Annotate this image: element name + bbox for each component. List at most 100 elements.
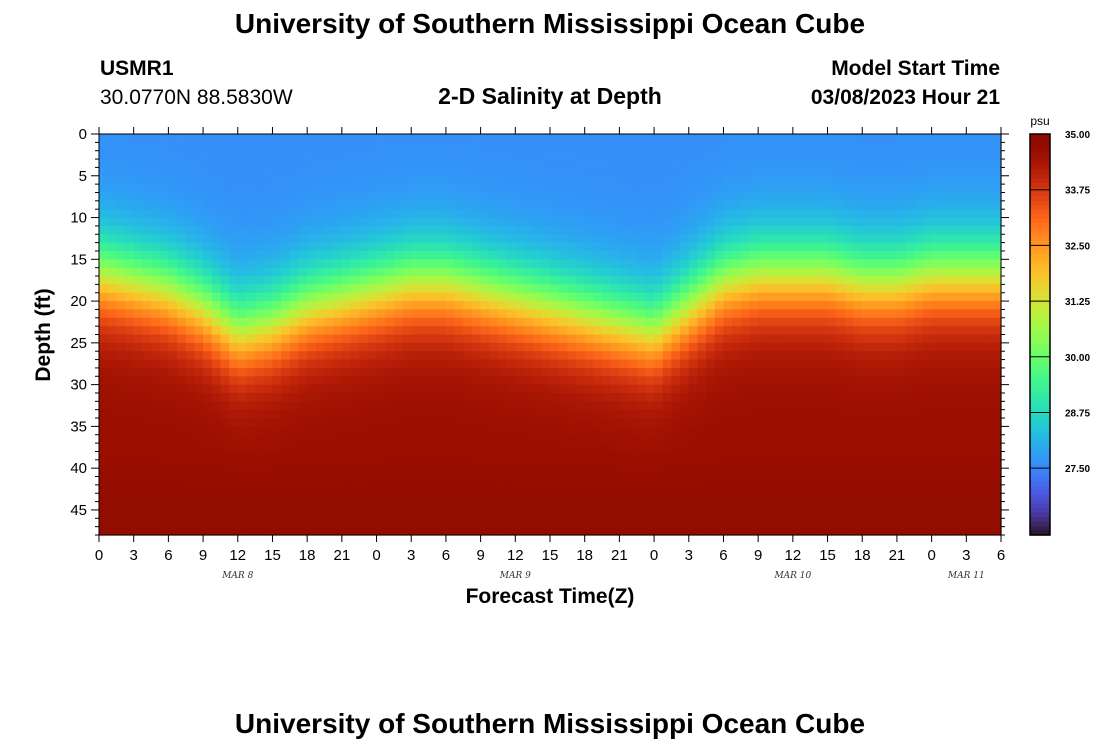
heatmap-cell <box>758 376 768 386</box>
heatmap-cell <box>393 267 404 277</box>
heatmap-cell <box>688 217 699 227</box>
heatmap-cell <box>576 418 586 427</box>
heatmap-cell <box>914 267 924 277</box>
heatmap-cell <box>662 426 673 436</box>
heatmap-cell <box>454 518 464 528</box>
heatmap-cell <box>272 134 282 143</box>
heatmap-cell <box>229 409 239 419</box>
heatmap-cell <box>437 493 447 503</box>
heatmap-cell <box>402 434 412 444</box>
heatmap-cell <box>185 284 195 294</box>
heatmap-cell <box>489 200 499 210</box>
heatmap-cell <box>792 225 803 235</box>
heatmap-cell <box>966 367 976 377</box>
heatmap-cell <box>133 384 143 394</box>
heatmap-cell <box>237 217 248 227</box>
heatmap-cell <box>792 509 803 519</box>
heatmap-cell <box>966 159 976 169</box>
heatmap-cell <box>593 526 603 536</box>
heatmap-cell <box>697 234 707 244</box>
heatmap-cell <box>732 359 742 369</box>
heatmap-cell <box>463 509 473 519</box>
heatmap-cell <box>844 159 855 169</box>
heatmap-cell <box>229 401 239 411</box>
heatmap-cell <box>558 468 568 478</box>
heatmap-cell <box>810 200 820 210</box>
heatmap-cell <box>445 217 456 227</box>
heatmap-cell <box>818 459 829 469</box>
heatmap-cell <box>289 301 300 311</box>
heatmap-cell <box>393 192 404 202</box>
heatmap-cell <box>307 326 317 336</box>
heatmap-cell <box>419 284 430 294</box>
heatmap-cell <box>905 401 915 411</box>
heatmap-cell <box>523 242 534 252</box>
heatmap-cell <box>992 509 1002 519</box>
heatmap-cell <box>671 484 681 494</box>
heatmap-cell <box>974 276 985 285</box>
heatmap-cell <box>966 292 976 302</box>
heatmap-cell <box>445 392 456 402</box>
heatmap-cell <box>862 209 872 219</box>
heatmap-cell <box>905 309 915 319</box>
heatmap-cell <box>385 159 395 169</box>
heatmap-cell <box>610 217 620 227</box>
heatmap-cell <box>194 418 204 427</box>
heatmap-cell <box>107 167 117 177</box>
heatmap-cell <box>185 167 195 177</box>
heatmap-cell <box>636 134 646 143</box>
heatmap-cell <box>445 384 456 394</box>
heatmap-cell <box>142 367 152 377</box>
heatmap-cell <box>194 501 204 511</box>
heatmap-cell <box>428 234 438 244</box>
heatmap-cell <box>827 451 837 461</box>
heatmap-cell <box>966 209 976 219</box>
heatmap-cell <box>419 459 430 469</box>
heatmap-cell <box>159 184 169 194</box>
heatmap-cell <box>983 209 993 219</box>
heatmap-cell <box>255 200 265 210</box>
heatmap-cell <box>107 434 117 444</box>
heatmap-cell <box>402 384 412 394</box>
heatmap-cell <box>324 342 334 352</box>
heatmap-cell <box>315 451 326 461</box>
heatmap-cell <box>940 518 950 528</box>
heatmap-cell <box>315 359 326 369</box>
heatmap-cell <box>940 309 950 319</box>
heatmap-cell <box>576 259 586 269</box>
heatmap-cell <box>99 409 109 419</box>
heatmap-cell <box>194 184 204 194</box>
heatmap-cell <box>307 167 317 177</box>
heatmap-cell <box>211 501 222 511</box>
heatmap-cell <box>827 267 837 277</box>
heatmap-cell <box>758 267 768 277</box>
heatmap-cell <box>437 317 447 327</box>
heatmap-cell <box>784 250 794 260</box>
heatmap-cell <box>99 276 109 285</box>
heatmap-cell <box>576 518 586 528</box>
heatmap-cell <box>497 267 508 277</box>
heatmap-cell <box>324 434 334 444</box>
heatmap-cell <box>489 351 499 361</box>
heatmap-cell <box>792 476 803 486</box>
heatmap-cell <box>619 217 629 227</box>
heatmap-cell <box>550 409 560 419</box>
heatmap-cell <box>289 351 300 361</box>
heatmap-cell <box>454 242 464 252</box>
heatmap-cell <box>116 209 126 219</box>
heatmap-cell <box>818 493 829 503</box>
heatmap-cell <box>948 493 959 503</box>
heatmap-cell <box>133 401 143 411</box>
heatmap-cell <box>957 342 967 352</box>
heatmap-cell <box>732 459 742 469</box>
heatmap-cell <box>922 351 933 361</box>
heatmap-cell <box>714 200 725 210</box>
heatmap-cell <box>454 509 464 519</box>
heatmap-cell <box>740 418 751 427</box>
heatmap-cell <box>211 351 222 361</box>
heatmap-cell <box>688 476 699 486</box>
heatmap-cell <box>289 334 300 344</box>
heatmap-cell <box>142 284 152 294</box>
heatmap-cell <box>203 351 213 361</box>
heatmap-cell <box>957 200 967 210</box>
